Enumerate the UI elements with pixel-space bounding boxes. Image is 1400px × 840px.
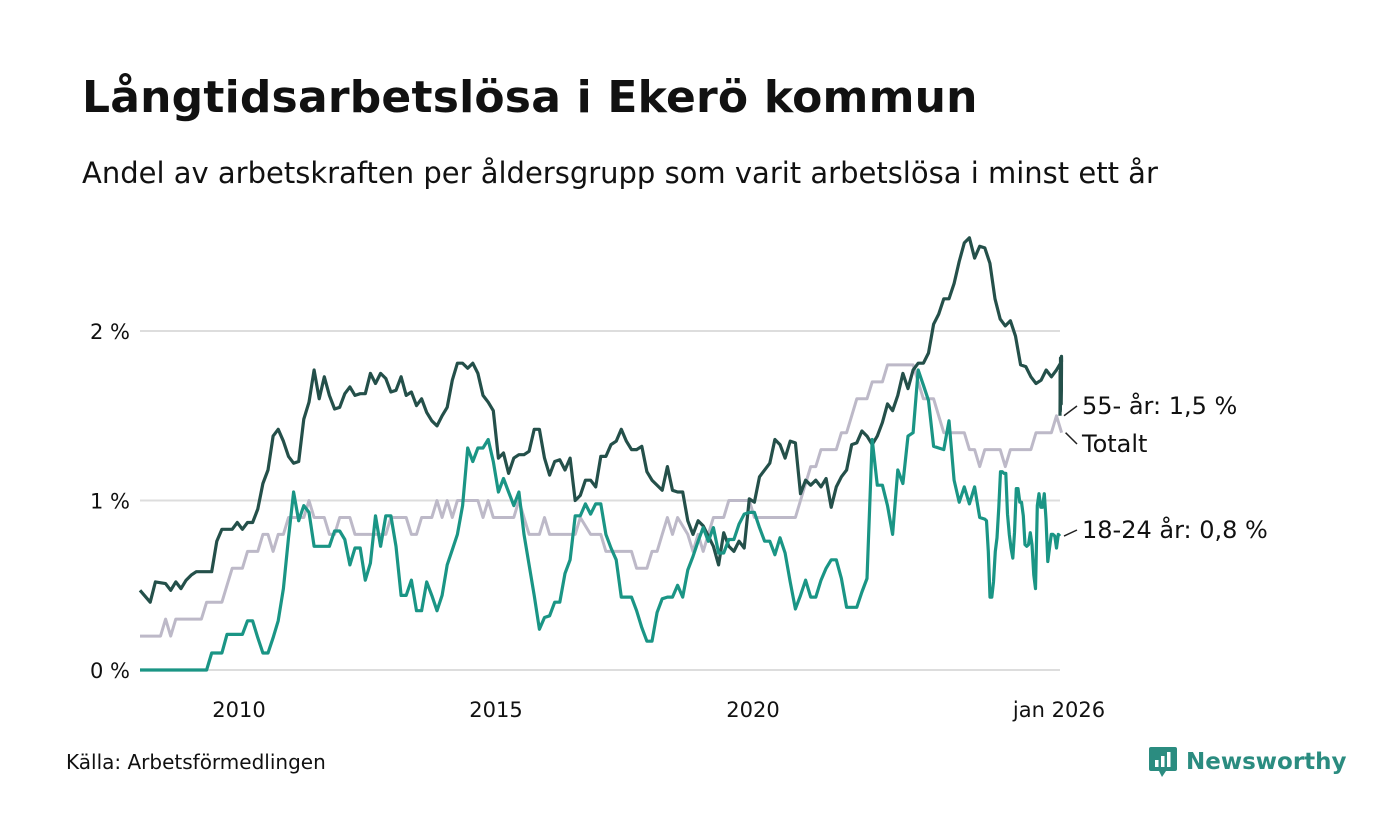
brand-name: Newsworthy <box>1186 749 1347 775</box>
label-leader <box>1063 529 1078 537</box>
x-tick-label: 2020 <box>726 698 779 722</box>
label-leader <box>1063 405 1078 417</box>
end-label: 18-24 år: 0,8 % <box>1082 515 1268 544</box>
y-tick-label: 0 % <box>90 659 130 683</box>
x-tick-label: jan 2026 <box>1012 698 1105 722</box>
x-tick-label: 2015 <box>469 698 522 722</box>
series-lines <box>138 236 1064 672</box>
chart-bubble-icon <box>1149 747 1177 777</box>
source-note: Källa: Arbetsförmedlingen <box>66 750 326 774</box>
x-tick-label: 2010 <box>212 698 265 722</box>
series-line-18-24 <box>140 368 1062 672</box>
y-tick-label: 1 % <box>90 490 130 514</box>
end-label: Totalt <box>1081 430 1147 458</box>
y-axis: 0 % 1 % 2 % <box>90 320 130 683</box>
chart-title: Långtidsarbetslösa i Ekerö kommun <box>82 72 978 123</box>
series-line-55-plus <box>138 236 1064 604</box>
label-leader <box>1065 432 1078 445</box>
chart-subtitle: Andel av arbetskraften per åldersgrupp s… <box>82 156 1158 190</box>
end-labels: Totalt 55- år: 1,5 % 18-24 år: 0,8 % <box>1063 391 1268 544</box>
newsworthy-logo[interactable]: Newsworthy <box>1148 744 1347 780</box>
y-tick-label: 2 % <box>90 320 130 344</box>
end-label: 55- år: 1,5 % <box>1082 391 1237 420</box>
x-axis: 2010 2015 2020 jan 2026 <box>212 698 1105 722</box>
